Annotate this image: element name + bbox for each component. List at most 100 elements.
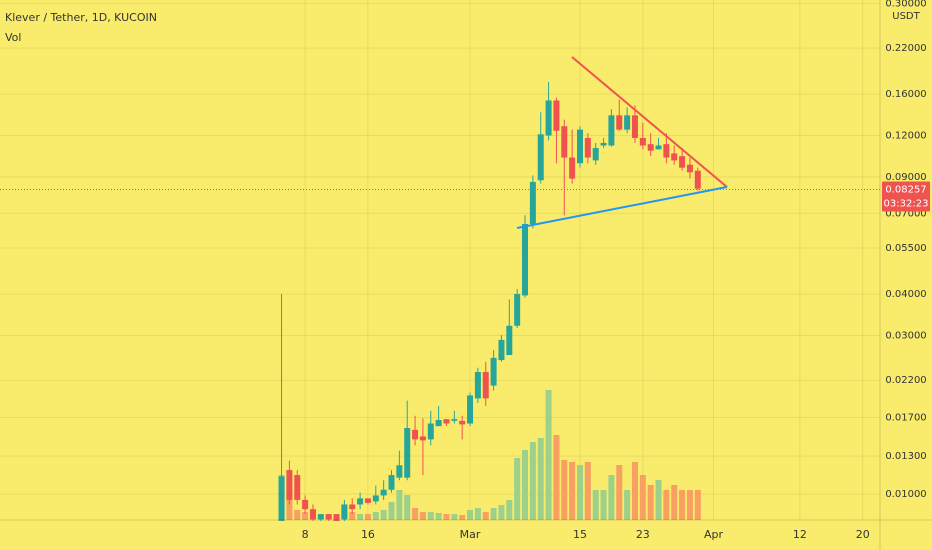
y-tick-label: 0.01000: [885, 489, 926, 500]
candle-body: [404, 427, 411, 478]
y-tick-label: 0.12000: [885, 131, 926, 142]
volume-bar: [506, 500, 513, 520]
y-tick-label: 0.30000: [885, 0, 926, 9]
volume-bar: [404, 495, 411, 520]
candle-body: [490, 357, 497, 386]
volume-bar: [380, 510, 387, 520]
y-tick-label: 0.02200: [885, 375, 926, 386]
candle-body: [514, 293, 521, 326]
y-tick-label: 0.07000: [885, 208, 926, 219]
candle-body: [545, 100, 552, 136]
candle-body: [451, 419, 458, 421]
candle-body: [647, 144, 654, 151]
y-tick-label: 0.01700: [885, 412, 926, 423]
volume-bar: [584, 462, 591, 520]
candle-body: [396, 465, 403, 478]
chart-title: Klever / Tether, 1D, KUCOIN: [5, 11, 157, 24]
x-tick-label: 23: [636, 528, 650, 541]
x-tick-label: 16: [361, 528, 375, 541]
volume-bar: [498, 505, 505, 520]
volume-bar: [600, 490, 607, 520]
volume-bar: [372, 512, 379, 520]
candle-body: [561, 126, 568, 158]
volume-bar: [624, 490, 631, 520]
candle-body: [592, 148, 599, 161]
candle-body: [671, 153, 678, 161]
candle-body: [302, 499, 309, 510]
volume-bar: [608, 475, 615, 520]
volume-bar: [419, 512, 426, 520]
volume-bar: [671, 485, 678, 520]
candle-body: [608, 115, 615, 146]
y-unit: USDT: [892, 11, 920, 22]
candle-body: [443, 419, 450, 424]
candle-body: [537, 134, 544, 181]
volume-bar: [616, 465, 623, 520]
candle-body: [286, 470, 293, 500]
volume-bar: [412, 508, 419, 520]
volume-label: Vol: [5, 31, 21, 44]
x-tick-label: 15: [573, 528, 587, 541]
candle-body: [388, 475, 395, 490]
volume-bar: [286, 490, 293, 520]
volume-bar: [294, 510, 301, 520]
volume-bar: [561, 460, 568, 520]
candle-body: [694, 170, 701, 189]
candle-body: [655, 145, 662, 150]
candle-body: [686, 164, 693, 173]
volume-bar: [435, 513, 442, 520]
candles: [278, 81, 701, 521]
volume-bar: [569, 462, 576, 520]
volume-bar: [686, 490, 693, 520]
volume-bar: [388, 502, 395, 520]
volume-bar: [639, 475, 646, 520]
candle-body: [278, 476, 285, 521]
candle-body: [498, 339, 505, 361]
y-tick-label: 0.01300: [885, 451, 926, 462]
volume-bar: [679, 490, 686, 520]
volume-bar: [514, 458, 521, 520]
volume-bar: [553, 435, 560, 520]
candle-body: [576, 129, 583, 164]
candle-body: [317, 514, 324, 520]
volume-bar: [522, 450, 529, 520]
trendline-upper: [571, 56, 728, 188]
volume-bar: [396, 490, 403, 520]
volume-bar: [545, 390, 552, 520]
y-tick-label: 0.04000: [885, 289, 926, 300]
candle-body: [427, 423, 434, 440]
x-tick-label: Mar: [460, 528, 481, 541]
grid: [0, 0, 880, 520]
candle-body: [309, 509, 316, 520]
candle-body: [412, 429, 419, 440]
candle-body: [341, 504, 348, 520]
y-tick-label: 0.03000: [885, 330, 926, 341]
volume-bar: [663, 490, 670, 520]
countdown-label: 03:32:23: [884, 198, 929, 209]
volume-bar: [474, 508, 481, 520]
candle-body: [482, 371, 489, 399]
last-price-label: 0.08257: [885, 184, 926, 195]
y-tick-label: 0.09000: [885, 172, 926, 183]
candle-body: [553, 100, 560, 131]
volume-bar: [529, 442, 536, 520]
volume-bar: [302, 512, 309, 520]
candle-body: [474, 371, 481, 399]
candle-body: [419, 436, 426, 441]
volume-bar: [482, 512, 489, 520]
candle-body: [372, 495, 379, 502]
candle-body: [506, 325, 513, 356]
candle-body: [600, 142, 607, 146]
candle-body: [325, 514, 332, 520]
candle-body: [616, 115, 623, 130]
volume-bar: [349, 512, 356, 520]
candle-body: [679, 156, 686, 168]
candle-body: [459, 420, 466, 425]
candle-body: [467, 395, 474, 424]
candle-body: [522, 223, 529, 296]
x-tick-label: 12: [793, 528, 807, 541]
x-tick-label: 8: [302, 528, 309, 541]
candle-body: [529, 181, 536, 224]
